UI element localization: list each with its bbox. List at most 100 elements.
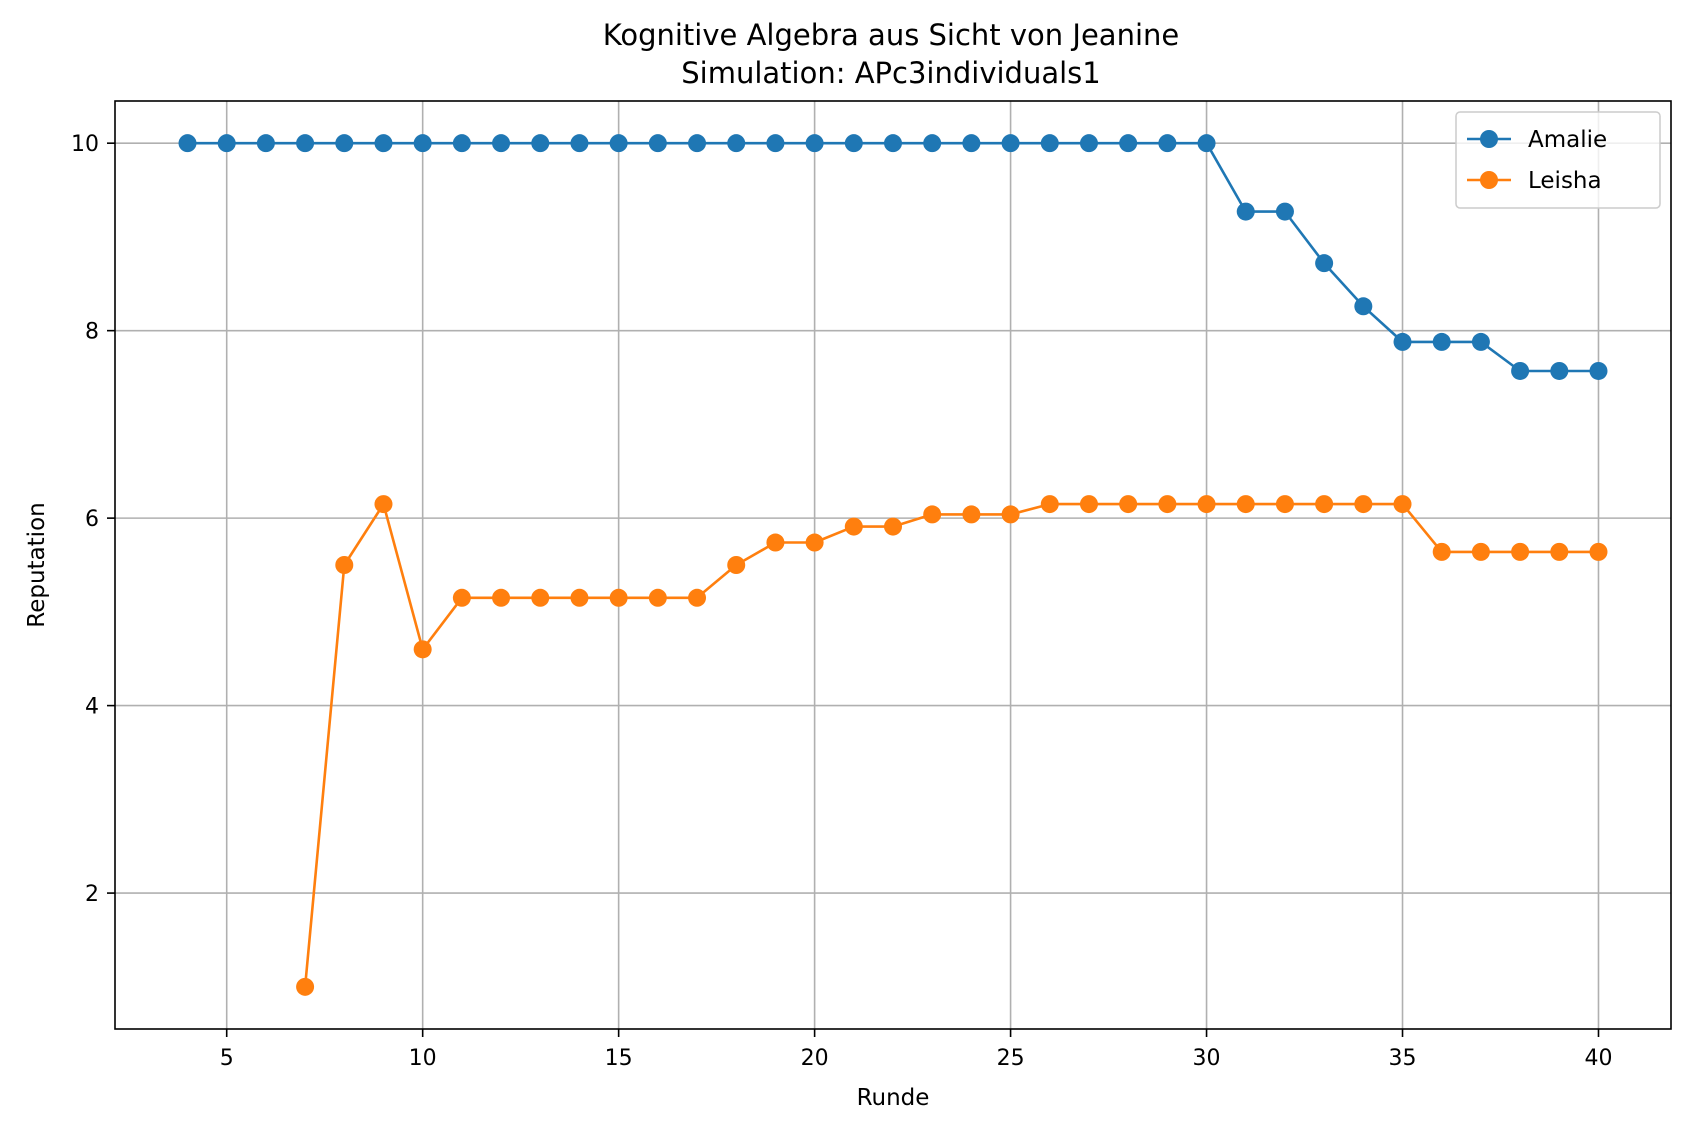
- data-point-amalie: [1315, 254, 1334, 273]
- data-point-leisha: [296, 977, 315, 996]
- data-point-leisha: [609, 588, 628, 607]
- data-point-leisha: [805, 533, 824, 552]
- data-point-amalie: [335, 134, 354, 153]
- data-point-amalie: [1471, 332, 1490, 351]
- data-point-amalie: [1236, 202, 1255, 221]
- data-point-amalie: [844, 134, 863, 153]
- data-point-leisha: [688, 588, 707, 607]
- series-line-amalie: [187, 141, 1599, 373]
- x-tick-label: 40: [1584, 1046, 1612, 1071]
- data-point-leisha: [1589, 542, 1608, 561]
- y-tick-label: 10: [71, 132, 99, 157]
- data-point-amalie: [884, 134, 902, 153]
- data-point-amalie: [1354, 297, 1373, 316]
- y-tick-label: 6: [85, 507, 99, 532]
- x-tick-label: 30: [1193, 1046, 1221, 1071]
- data-point-leisha: [923, 505, 942, 524]
- data-point-leisha: [1354, 495, 1373, 514]
- data-point-leisha: [531, 588, 550, 607]
- data-point-amalie: [531, 134, 550, 153]
- series-amalie: [178, 134, 1608, 380]
- data-point-amalie: [1589, 361, 1608, 380]
- data-point-leisha: [1197, 495, 1216, 514]
- data-point-amalie: [217, 134, 236, 153]
- data-point-amalie: [1432, 332, 1451, 351]
- data-point-leisha: [1040, 495, 1059, 514]
- series-layer: [178, 134, 1608, 996]
- x-tick-label: 15: [605, 1046, 633, 1071]
- data-point-amalie: [1393, 332, 1412, 351]
- legend: Amalie Leisha: [1455, 111, 1661, 209]
- data-point-leisha: [335, 556, 354, 574]
- data-point-amalie: [1275, 202, 1294, 221]
- data-point-amalie: [1001, 134, 1020, 153]
- data-point-amalie: [296, 134, 315, 153]
- data-point-leisha: [1001, 505, 1020, 524]
- data-point-amalie: [1158, 134, 1177, 153]
- x-tick-label: 35: [1389, 1046, 1417, 1071]
- legend-label-amalie: Amalie: [1528, 127, 1607, 153]
- data-point-leisha: [648, 588, 667, 607]
- data-point-amalie: [1550, 361, 1569, 380]
- data-point-amalie: [492, 134, 511, 153]
- data-point-leisha: [1158, 495, 1177, 514]
- data-point-leisha: [1393, 495, 1412, 514]
- data-point-amalie: [1119, 134, 1138, 153]
- data-point-amalie: [178, 134, 197, 153]
- data-point-amalie: [413, 134, 432, 153]
- y-tick-label: 2: [85, 882, 99, 907]
- data-point-leisha: [492, 588, 511, 607]
- data-point-leisha: [727, 556, 746, 574]
- data-point-leisha: [1119, 495, 1138, 514]
- y-tick-label: 8: [85, 320, 99, 345]
- data-point-amalie: [609, 134, 628, 153]
- data-point-amalie: [452, 134, 471, 153]
- data-point-amalie: [374, 134, 393, 153]
- legend-marker-leisha: [1480, 171, 1498, 189]
- data-point-leisha: [1315, 495, 1334, 514]
- data-point-amalie: [727, 134, 746, 153]
- data-point-leisha: [1511, 542, 1530, 561]
- legend-box: [1455, 111, 1661, 209]
- chart-title: Kognitive Algebra aus Sicht von Jeanine: [603, 18, 1179, 52]
- series-leisha: [296, 495, 1608, 996]
- legend-label-leisha: Leisha: [1528, 168, 1602, 194]
- x-tick-label: 20: [801, 1046, 829, 1071]
- x-tick-label: 25: [997, 1046, 1025, 1071]
- chart-subtitle: Simulation: APc3individuals1: [681, 56, 1100, 90]
- data-point-leisha: [884, 517, 902, 536]
- data-point-leisha: [1236, 495, 1255, 514]
- data-point-amalie: [1511, 361, 1530, 380]
- data-point-leisha: [1275, 495, 1294, 514]
- x-tick-label: 5: [220, 1046, 234, 1071]
- data-point-amalie: [962, 134, 981, 153]
- data-point-amalie: [1197, 134, 1216, 153]
- data-point-amalie: [923, 134, 942, 153]
- data-point-amalie: [766, 134, 785, 153]
- x-axis-label: Runde: [857, 1085, 930, 1111]
- x-tick-label: 10: [409, 1046, 437, 1071]
- data-point-leisha: [1471, 542, 1490, 561]
- data-point-leisha: [374, 495, 393, 514]
- data-point-amalie: [570, 134, 589, 153]
- data-point-amalie: [256, 134, 275, 153]
- legend-marker-amalie: [1480, 130, 1498, 148]
- data-point-amalie: [1079, 134, 1098, 153]
- axis-ticks: 5 10 15 20 25 30 35 40 2 4 6 8 10: [71, 132, 1612, 1071]
- data-point-leisha: [452, 588, 471, 607]
- data-point-amalie: [805, 134, 824, 153]
- data-point-amalie: [1040, 134, 1059, 153]
- data-point-leisha: [766, 533, 785, 552]
- data-point-amalie: [688, 134, 707, 153]
- data-point-leisha: [1550, 542, 1569, 561]
- plot-frame: [114, 100, 1672, 1030]
- data-point-amalie: [648, 134, 667, 153]
- data-point-leisha: [962, 505, 981, 524]
- data-point-leisha: [1079, 495, 1098, 514]
- y-tick-label: 4: [85, 695, 99, 720]
- data-point-leisha: [844, 517, 863, 536]
- series-line-leisha: [303, 502, 1599, 987]
- data-point-leisha: [413, 640, 432, 659]
- data-point-leisha: [1432, 542, 1451, 561]
